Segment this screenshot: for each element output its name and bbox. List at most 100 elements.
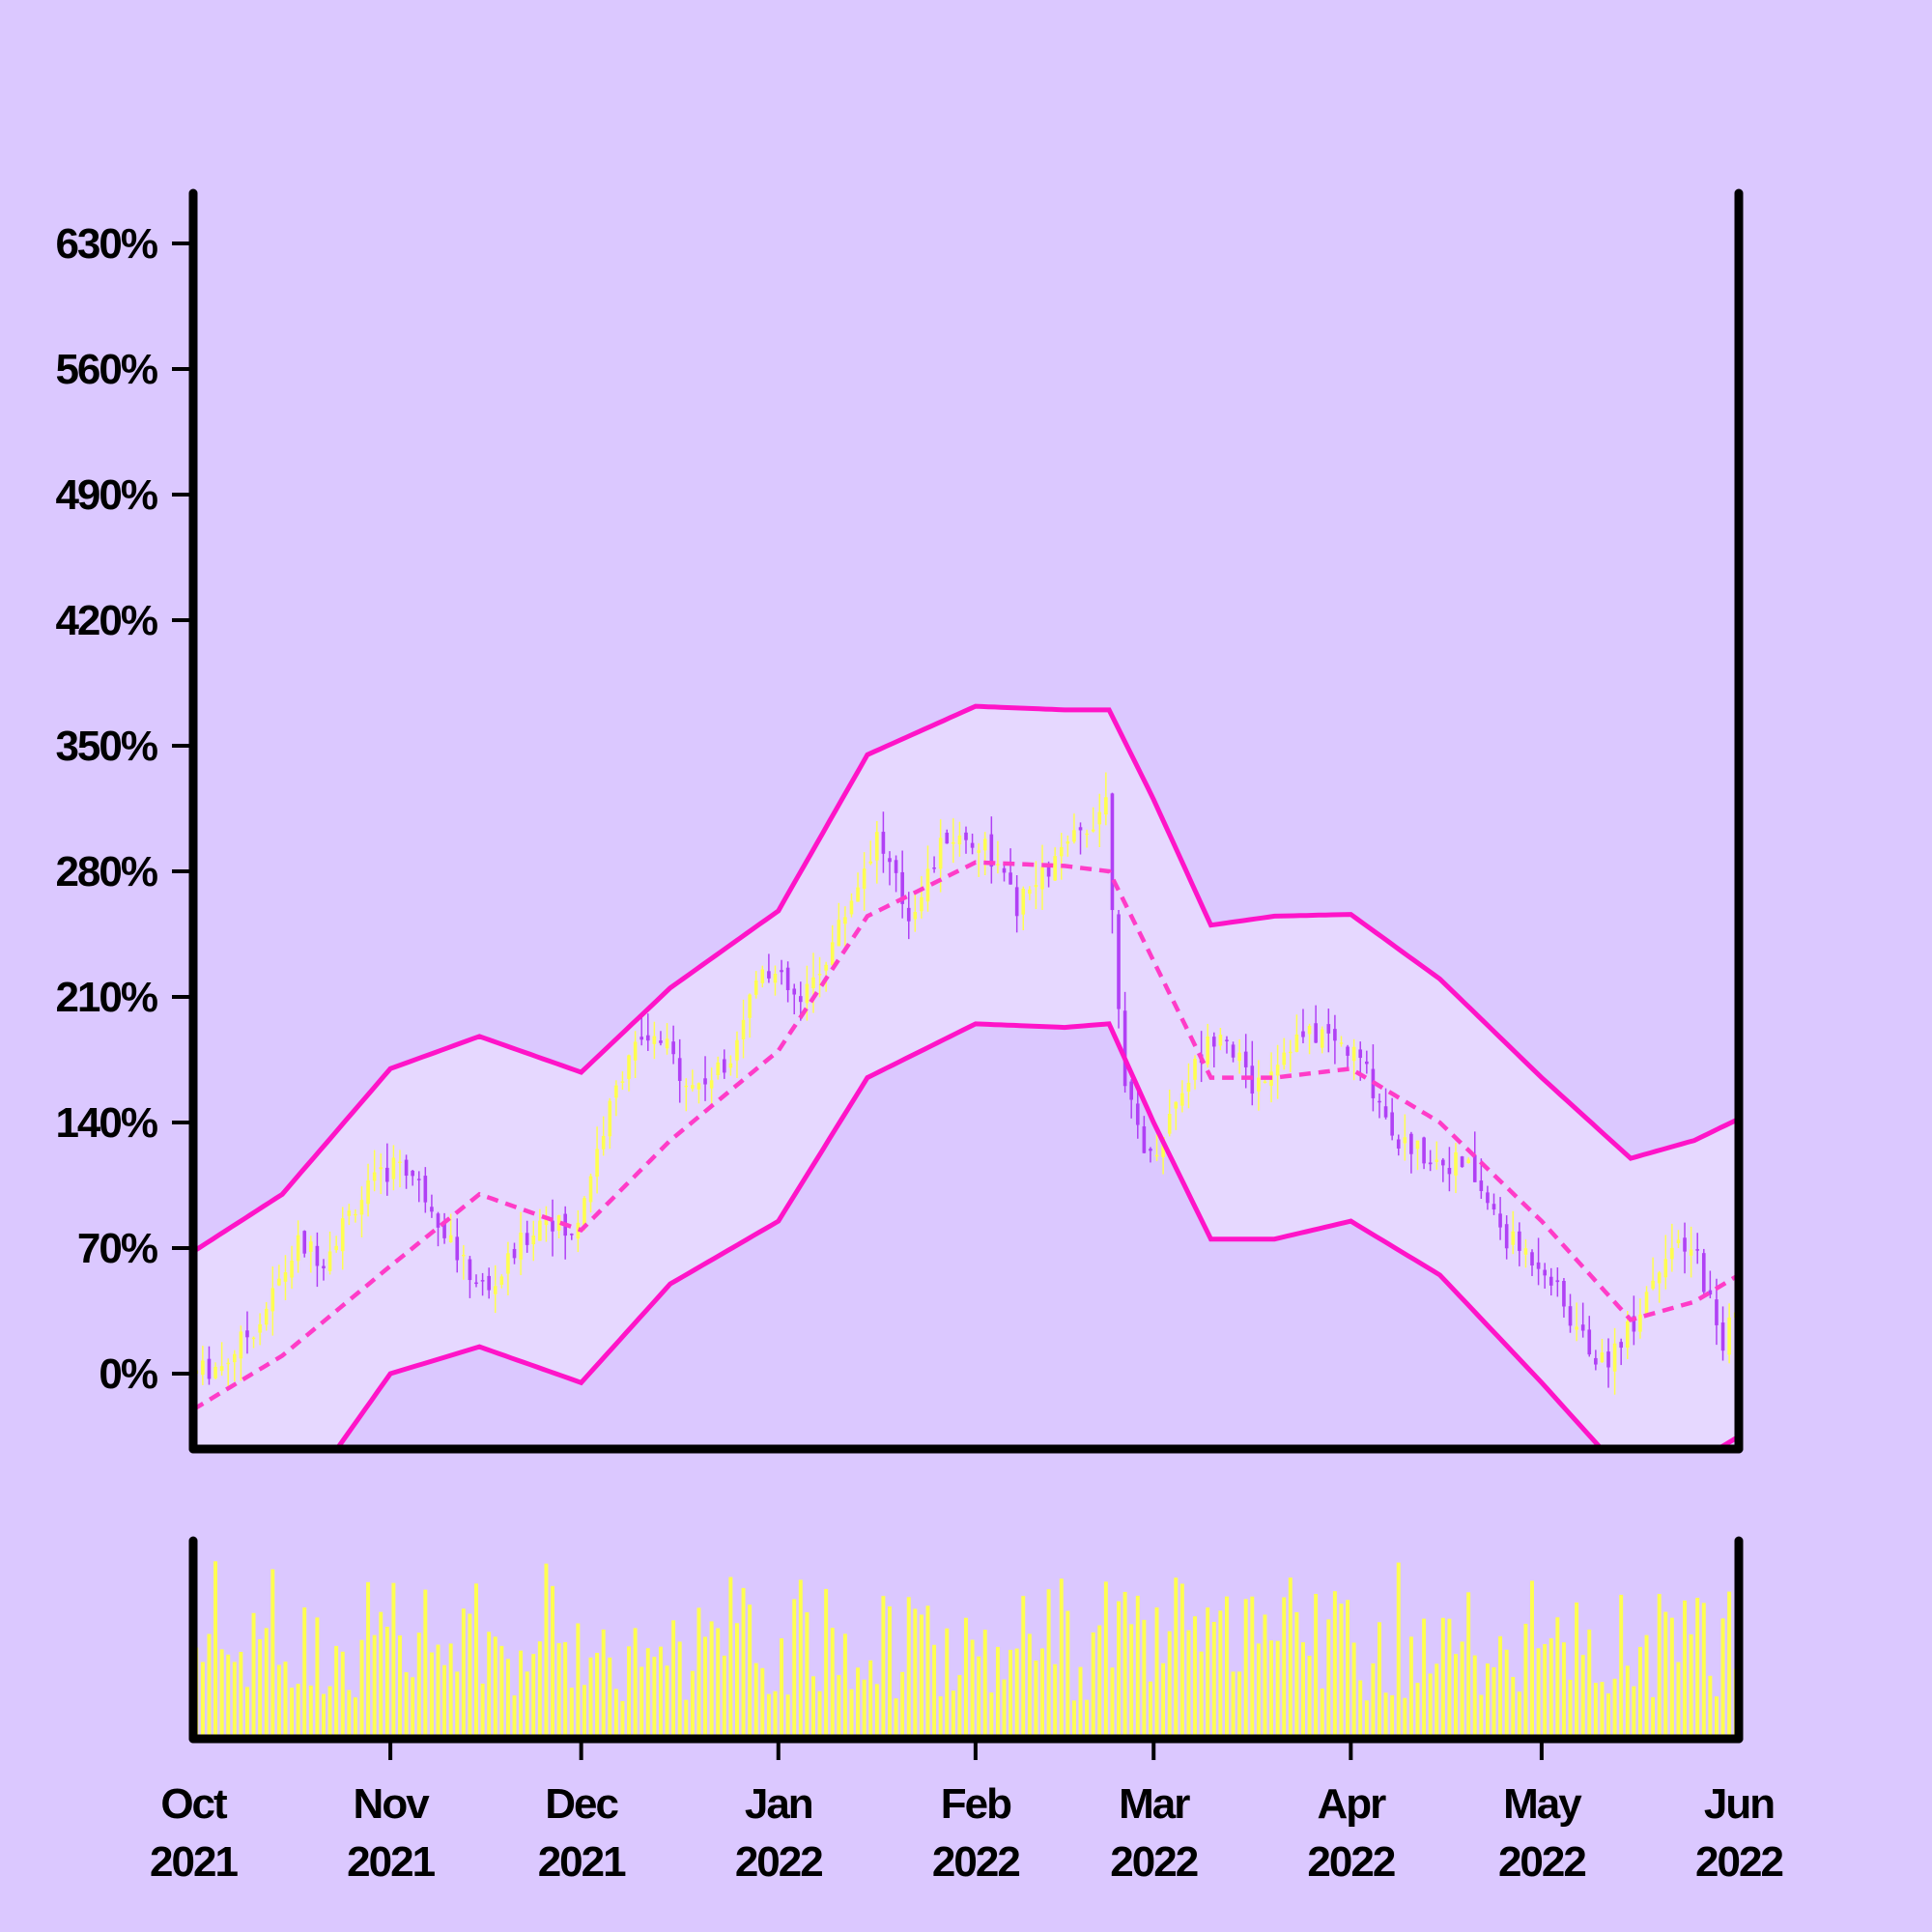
volume-bar [1179,1583,1184,1739]
volume-bar [461,1608,466,1739]
candle-body [1040,867,1044,890]
x-tick-label-year: 2022 [1498,1838,1585,1886]
candle-body [1701,1253,1706,1293]
candle-body [1466,1159,1470,1164]
candle-body [1543,1269,1547,1276]
candle-body [1422,1137,1426,1164]
volume-bar [1530,1580,1534,1739]
candle-body [1632,1316,1636,1332]
candle-body [1619,1342,1623,1349]
candle-body [1676,1239,1681,1243]
candle-body [608,1100,612,1137]
candle-body [1065,840,1070,844]
volume-bar [1575,1602,1579,1739]
candle-body [239,1331,243,1359]
candle-body [1708,1290,1713,1295]
candle-body [671,1041,675,1055]
volume-bar [1472,1655,1477,1739]
x-tick-label-month: Mar [1119,1780,1190,1828]
volume-bar [448,1643,453,1739]
x-tick-label-year: 2022 [1307,1838,1394,1886]
candle-body [1346,1046,1350,1056]
volume-bar [1243,1599,1248,1739]
volume-bar [519,1650,524,1739]
candle-body [696,1083,701,1090]
candle-body [780,970,783,973]
volume-bar [1250,1596,1255,1739]
x-tick-label-month: May [1503,1780,1582,1828]
volume-bar [1593,1683,1598,1739]
candle-body [1326,1024,1331,1034]
candle-body [544,1216,549,1226]
candle-body [1078,827,1083,831]
candle-body [1409,1133,1413,1154]
volume-bar [1396,1562,1401,1739]
candle-body [868,861,873,864]
volume-bar [1231,1671,1236,1739]
volume-bar [1040,1648,1044,1739]
candle-body [900,871,904,904]
volume-bar [1351,1642,1356,1739]
volume-bar [1720,1618,1725,1739]
candle-body [996,864,1000,866]
volume-bar [1091,1632,1095,1739]
candle-body [340,1218,345,1252]
volume-bar [1186,1630,1191,1739]
candle-body [691,1085,695,1089]
volume-bar [792,1599,797,1739]
volume-bar [862,1679,867,1739]
volume-bar [824,1588,829,1739]
candle-body [888,858,892,863]
volume-bar [251,1612,256,1739]
volume-bar [856,1667,861,1739]
volume-bar [239,1652,243,1739]
candle-body [1142,1126,1147,1153]
candle-body [1523,1248,1528,1255]
candle-body [945,832,950,844]
candle-body [1186,1082,1191,1093]
x-tick-label-year: 2021 [150,1838,238,1886]
volume-bar [1206,1607,1210,1739]
candle-body [856,887,860,902]
x-tick-label-month: Jun [1704,1780,1774,1828]
candle-body [1511,1231,1516,1245]
volume-bar [977,1656,981,1739]
candle-body [1536,1262,1541,1269]
candle-body [499,1276,504,1286]
volume-bar [1059,1578,1064,1739]
candle-body [1472,1154,1477,1182]
volume-bar [551,1585,554,1739]
candle-body [201,1360,205,1376]
candle-body [1568,1306,1573,1326]
candle-body [760,969,765,983]
y-tick-label: 630% [55,220,156,268]
candle-body [977,850,980,853]
volume-bar [677,1641,682,1739]
volume-bar [1403,1697,1407,1739]
volume-bar [531,1654,536,1739]
candle-body [468,1259,472,1281]
volume-bar [1046,1589,1051,1739]
candle-body [798,996,803,1003]
candle-body [474,1282,478,1285]
candle-body [1606,1351,1610,1368]
candle-body [703,1078,707,1085]
candle-body [372,1172,377,1181]
candle-body [716,1062,721,1076]
volume-bar [1606,1693,1610,1739]
volume-bar [874,1684,879,1739]
candle-body [1378,1100,1381,1103]
volume-bar [748,1605,753,1739]
volume-bar [1479,1694,1484,1739]
volume-bar [881,1596,886,1739]
volume-bar [213,1561,218,1739]
candle-body [1486,1192,1490,1204]
volume-bar [1002,1679,1007,1739]
candle-body [436,1213,440,1228]
volume-bar [372,1634,377,1739]
volume-bar [842,1634,847,1739]
volume-panel [194,1561,1738,1739]
candle-body [595,1149,599,1177]
candle-body [506,1253,510,1274]
volume-bar [391,1582,396,1739]
